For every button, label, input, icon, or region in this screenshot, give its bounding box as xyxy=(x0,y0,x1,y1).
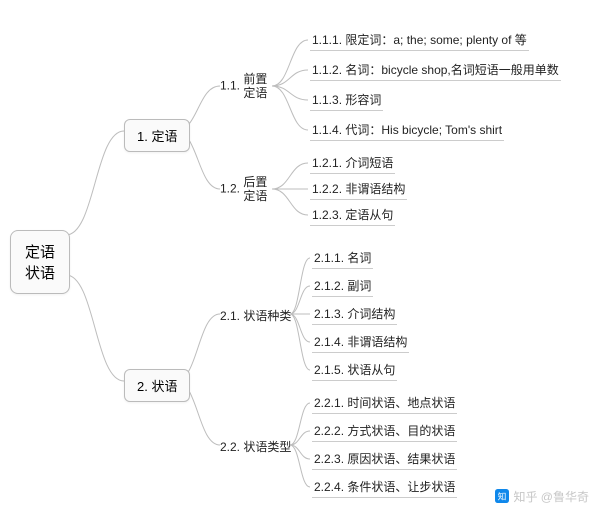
branch-2-num: 2. xyxy=(137,379,148,394)
node-1-2: 1.2. 后置 定语 xyxy=(220,175,267,204)
branch-1: 1. 定语 xyxy=(124,119,190,152)
leaf-2-1-3: 2.1.3. 介词结构 xyxy=(312,305,397,325)
leaf-1-1-2: 1.1.2. 名词：bicycle shop,名词短语一般用单数 xyxy=(310,61,561,81)
zhihu-icon: 知 xyxy=(495,489,509,503)
root-label-l1: 定语 xyxy=(25,241,55,262)
branch-2-label: 状语 xyxy=(151,379,177,394)
leaf-1-1-4: 1.1.4. 代词：His bicycle; Tom's shirt xyxy=(310,121,504,141)
node-2-1-num: 2.1. xyxy=(220,309,240,323)
leaf-2-2-2: 2.2.2. 方式状语、目的状语 xyxy=(312,422,457,442)
node-1-1-l2: 定语 xyxy=(243,86,267,100)
leaf-2-2-4: 2.2.4. 条件状语、让步状语 xyxy=(312,478,457,498)
node-2-2-num: 2.2. xyxy=(220,440,240,454)
watermark-text: 知乎 @鲁华奇 xyxy=(513,490,589,504)
node-2-1: 2.1. 状语种类 xyxy=(220,307,291,324)
root-node: 定语 状语 xyxy=(10,230,70,294)
node-1-1: 1.1. 前置 定语 xyxy=(220,72,267,101)
node-1-2-l2: 定语 xyxy=(243,189,267,203)
leaf-1-1-3: 1.1.3. 形容词 xyxy=(310,91,383,111)
root-label-l2: 状语 xyxy=(25,262,55,283)
leaf-2-1-2: 2.1.2. 副词 xyxy=(312,277,373,297)
leaf-2-2-3: 2.2.3. 原因状语、结果状语 xyxy=(312,450,457,470)
branch-2: 2. 状语 xyxy=(124,369,190,402)
leaf-2-2-1: 2.2.1. 时间状语、地点状语 xyxy=(312,394,457,414)
leaf-2-1-4: 2.1.4. 非谓语结构 xyxy=(312,333,409,353)
node-1-2-num: 1.2. xyxy=(220,182,240,196)
watermark: 知 知乎 @鲁华奇 xyxy=(495,488,589,505)
node-1-2-l1: 后置 xyxy=(243,175,267,189)
node-2-2-label: 状语类型 xyxy=(243,440,291,454)
leaf-2-1-1: 2.1.1. 名词 xyxy=(312,249,373,269)
leaf-2-1-5: 2.1.5. 状语从句 xyxy=(312,361,397,381)
node-2-1-label: 状语种类 xyxy=(243,309,291,323)
leaf-1-2-3: 1.2.3. 定语从句 xyxy=(310,206,395,226)
branch-1-num: 1. xyxy=(137,129,148,144)
svg-text:知: 知 xyxy=(498,491,507,502)
leaf-1-2-2: 1.2.2. 非谓语结构 xyxy=(310,180,407,200)
node-1-1-num: 1.1. xyxy=(220,79,240,93)
branch-1-label: 定语 xyxy=(151,129,177,144)
leaf-1-1-1: 1.1.1. 限定词：a; the; some; plenty of 等 xyxy=(310,31,529,51)
node-1-1-l1: 前置 xyxy=(243,72,267,86)
node-2-2: 2.2. 状语类型 xyxy=(220,438,291,455)
leaf-1-2-1: 1.2.1. 介词短语 xyxy=(310,154,395,174)
